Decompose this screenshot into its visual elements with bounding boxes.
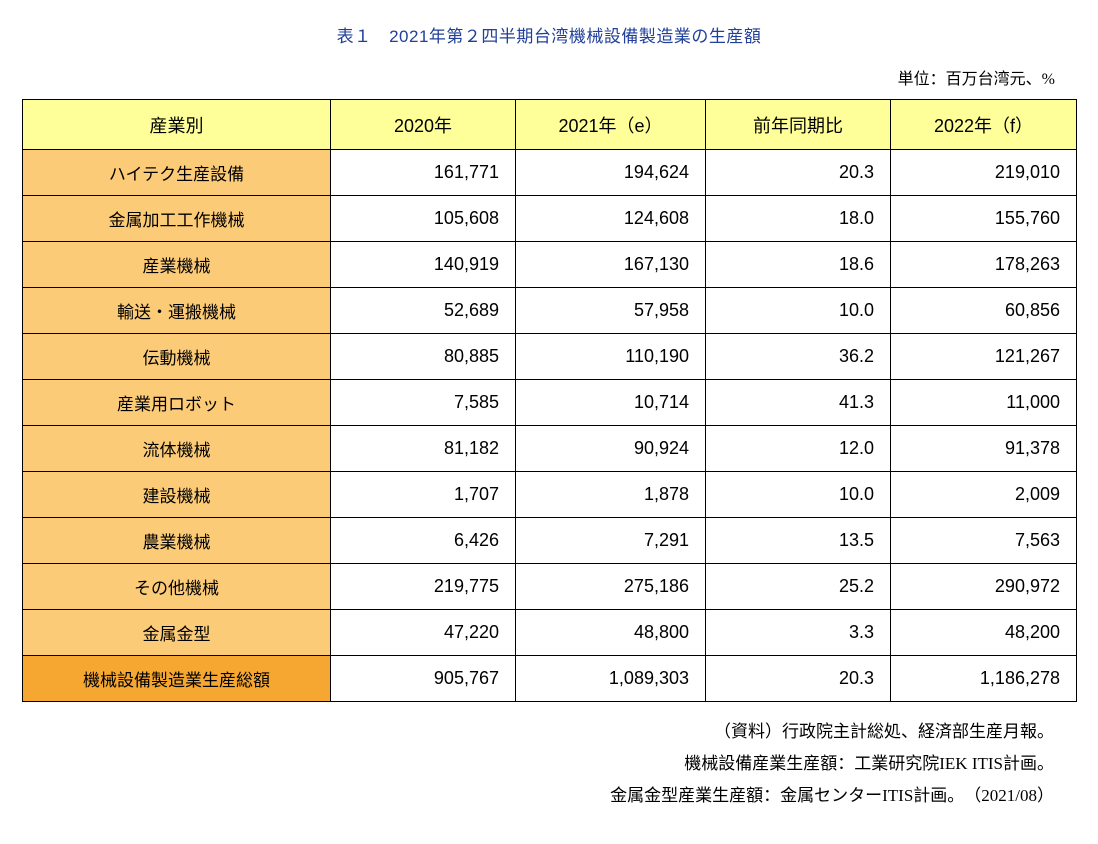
table-row: 産業機械 140,919 167,130 18.6 178,263 [22,241,1077,288]
value-cell: 10.0 [705,471,891,518]
value-cell: 7,291 [515,517,706,564]
value-cell: 1,707 [330,471,516,518]
footnote-mold: 金属金型産業生産額：金属センターITIS計画。 （2021/08） [610,786,1054,805]
col-header-2020: 2020年 [330,99,516,150]
value-cell: 11,000 [890,379,1077,426]
col-header-yoy: 前年同期比 [705,99,891,150]
value-cell: 2,009 [890,471,1077,518]
total-row: 機械設備製造業生産総額 905,767 1,089,303 20.3 1,186,278 [22,655,1077,702]
table-row: ハイテク生産設備 161,771 194,624 20.3 219,010 [22,149,1077,196]
value-cell: 10,714 [515,379,706,426]
footnote-source: （資料）行政院主計総処、経済部生産月報。 [714,722,1054,741]
value-cell: 110,190 [515,333,706,380]
value-cell: 52,689 [330,287,516,334]
value-cell: 1,878 [515,471,706,518]
value-cell: 36.2 [705,333,891,380]
value-cell: 6,426 [330,517,516,564]
value-cell: 13.5 [705,517,891,564]
category-cell: 輸送・運搬機械 [22,287,331,334]
table-row: 流体機械 81,182 90,924 12.0 91,378 [22,425,1077,472]
category-cell: 機械設備製造業生産総額 [22,655,331,702]
table-row: その他機械 219,775 275,186 25.2 290,972 [22,563,1077,610]
value-cell: 90,924 [515,425,706,472]
table-row: 伝動機械 80,885 110,190 36.2 121,267 [22,333,1077,380]
value-cell: 48,800 [515,609,706,656]
value-cell: 178,263 [890,241,1077,288]
value-cell: 48,200 [890,609,1077,656]
value-cell: 18.6 [705,241,891,288]
value-cell: 194,624 [515,149,706,196]
page: 表１ 2021年第２四半期台湾機械設備製造業の生産額 単位：百万台湾元、% 産業… [0,22,1098,812]
category-cell: 伝動機械 [22,333,331,380]
value-cell: 905,767 [330,655,516,702]
value-cell: 219,010 [890,149,1077,196]
category-cell: ハイテク生産設備 [22,149,331,196]
value-cell: 10.0 [705,287,891,334]
value-cell: 57,958 [515,287,706,334]
value-cell: 20.3 [705,149,891,196]
value-cell: 25.2 [705,563,891,610]
col-header-2022f: 2022年（f） [890,99,1077,150]
value-cell: 60,856 [890,287,1077,334]
value-cell: 20.3 [705,655,891,702]
value-cell: 91,378 [890,425,1077,472]
category-cell: 流体機械 [22,425,331,472]
value-cell: 18.0 [705,195,891,242]
footnotes: （資料）行政院主計総処、経済部生産月報。 機械設備産業生産額：工業研究院IEK … [0,716,1054,812]
value-cell: 41.3 [705,379,891,426]
value-cell: 7,585 [330,379,516,426]
category-cell: 農業機械 [22,517,331,564]
value-cell: 7,563 [890,517,1077,564]
col-header-2021e: 2021年（e） [515,99,706,150]
value-cell: 155,760 [890,195,1077,242]
value-cell: 1,186,278 [890,655,1077,702]
value-cell: 124,608 [515,195,706,242]
category-cell: 金属金型 [22,609,331,656]
value-cell: 121,267 [890,333,1077,380]
value-cell: 290,972 [890,563,1077,610]
value-cell: 275,186 [515,563,706,610]
table-row: 金属加工工作機械 105,608 124,608 18.0 155,760 [22,195,1077,242]
value-cell: 167,130 [515,241,706,288]
table-row: 輸送・運搬機械 52,689 57,958 10.0 60,856 [22,287,1077,334]
table-title: 表１ 2021年第２四半期台湾機械設備製造業の生産額 [336,27,762,46]
value-cell: 219,775 [330,563,516,610]
category-cell: その他機械 [22,563,331,610]
value-cell: 80,885 [330,333,516,380]
category-cell: 建設機械 [22,471,331,518]
table-row: 農業機械 6,426 7,291 13.5 7,563 [22,517,1077,564]
value-cell: 3.3 [705,609,891,656]
value-cell: 81,182 [330,425,516,472]
unit-note: 単位：百万台湾元、% [897,71,1055,88]
production-table: 産業別 2020年 2021年（e） 前年同期比 2022年（f） ハイテク生産… [22,99,1077,702]
category-cell: 産業機械 [22,241,331,288]
value-cell: 140,919 [330,241,516,288]
value-cell: 161,771 [330,149,516,196]
value-cell: 105,608 [330,195,516,242]
category-cell: 産業用ロボット [22,379,331,426]
value-cell: 12.0 [705,425,891,472]
table-row: 金属金型 47,220 48,800 3.3 48,200 [22,609,1077,656]
value-cell: 1,089,303 [515,655,706,702]
category-cell: 金属加工工作機械 [22,195,331,242]
header-row: 産業別 2020年 2021年（e） 前年同期比 2022年（f） [22,99,1077,150]
value-cell: 47,220 [330,609,516,656]
table-row: 産業用ロボット 7,585 10,714 41.3 11,000 [22,379,1077,426]
table-row: 建設機械 1,707 1,878 10.0 2,009 [22,471,1077,518]
footnote-machinery: 機械設備産業生産額：工業研究院IEK ITIS計画。 [684,754,1054,773]
col-header-industry: 産業別 [22,99,331,150]
